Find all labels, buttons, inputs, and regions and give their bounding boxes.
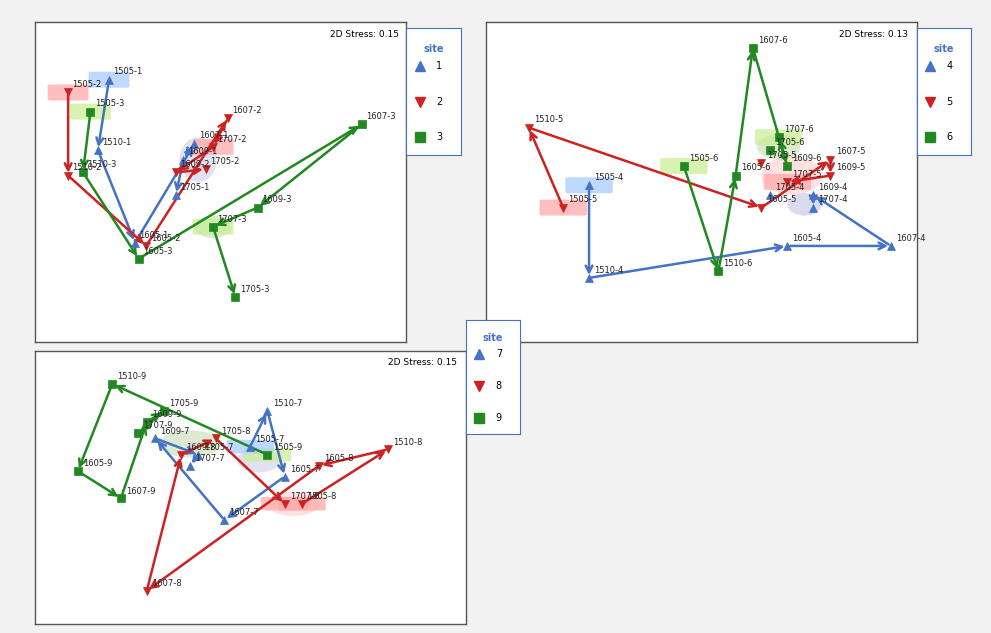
- Text: 1609-7: 1609-7: [161, 427, 190, 436]
- Text: 1510-6: 1510-6: [723, 260, 753, 268]
- Text: 1607-6: 1607-6: [758, 35, 788, 44]
- Text: 8: 8: [496, 381, 501, 391]
- Text: 1705-5: 1705-5: [767, 151, 796, 160]
- Text: 2D Stress: 0.15: 2D Stress: 0.15: [330, 30, 399, 39]
- Text: 1609-1: 1609-1: [188, 147, 217, 156]
- Text: 1505-4: 1505-4: [595, 173, 623, 182]
- Text: 1510-5: 1510-5: [534, 115, 563, 125]
- Text: 1707-4: 1707-4: [819, 196, 848, 204]
- Text: 1705-8: 1705-8: [221, 427, 251, 436]
- Text: 1609-8: 1609-8: [186, 443, 216, 452]
- FancyBboxPatch shape: [565, 177, 612, 193]
- Text: 9: 9: [496, 413, 501, 423]
- Text: 1: 1: [436, 61, 442, 72]
- Text: 1505-8: 1505-8: [307, 492, 337, 501]
- Text: 1605-8: 1605-8: [324, 454, 354, 463]
- Text: 1505-1: 1505-1: [114, 68, 143, 77]
- Ellipse shape: [237, 448, 280, 472]
- Text: 1707-6: 1707-6: [784, 125, 814, 134]
- Text: 1607-7: 1607-7: [230, 508, 260, 517]
- Text: 1707-8: 1707-8: [290, 492, 319, 501]
- FancyBboxPatch shape: [539, 199, 587, 216]
- FancyBboxPatch shape: [192, 139, 234, 155]
- Text: 1609-5: 1609-5: [835, 163, 865, 172]
- Text: 1607-1: 1607-1: [199, 132, 229, 141]
- FancyBboxPatch shape: [227, 440, 274, 453]
- Text: 2D Stress: 0.13: 2D Stress: 0.13: [839, 30, 908, 39]
- Text: 1607-5: 1607-5: [835, 147, 865, 156]
- Text: 5: 5: [946, 97, 953, 107]
- Text: 1707-3: 1707-3: [218, 215, 247, 223]
- FancyBboxPatch shape: [660, 158, 708, 174]
- FancyBboxPatch shape: [261, 497, 308, 511]
- Text: 1605-6: 1605-6: [741, 163, 770, 172]
- Text: 1505-5: 1505-5: [569, 196, 598, 204]
- Text: 1609-3: 1609-3: [262, 196, 291, 204]
- Text: 1607-9: 1607-9: [126, 487, 156, 496]
- Text: 1505-3: 1505-3: [95, 99, 124, 108]
- Text: 1605-2: 1605-2: [151, 234, 180, 242]
- Text: 1605-3: 1605-3: [144, 246, 172, 256]
- Text: 1605-1: 1605-1: [140, 230, 168, 239]
- Text: 1607-8: 1607-8: [152, 579, 181, 588]
- Text: 1510-4: 1510-4: [595, 266, 623, 275]
- Text: 7: 7: [496, 349, 502, 359]
- Text: 1510-2: 1510-2: [72, 163, 102, 172]
- Text: 1707-5: 1707-5: [793, 170, 822, 179]
- FancyBboxPatch shape: [755, 129, 803, 145]
- FancyBboxPatch shape: [70, 104, 111, 120]
- Ellipse shape: [788, 193, 822, 216]
- Text: 1707-9: 1707-9: [144, 421, 172, 430]
- Text: 1510-8: 1510-8: [393, 437, 423, 447]
- Text: 2D Stress: 0.15: 2D Stress: 0.15: [388, 358, 457, 367]
- Text: 1609-6: 1609-6: [793, 154, 822, 163]
- Text: 1705-6: 1705-6: [775, 138, 805, 147]
- Text: 1505-9: 1505-9: [273, 443, 302, 452]
- Text: 1605-5: 1605-5: [767, 196, 796, 204]
- Text: 1505-7: 1505-7: [256, 435, 284, 444]
- Text: 1707-7: 1707-7: [195, 454, 225, 463]
- Ellipse shape: [194, 216, 232, 238]
- Text: 1609-9: 1609-9: [152, 410, 181, 420]
- Text: 1705-9: 1705-9: [169, 399, 198, 408]
- Text: 1607-3: 1607-3: [367, 112, 395, 122]
- FancyBboxPatch shape: [278, 497, 326, 511]
- Text: 1609-4: 1609-4: [819, 182, 847, 192]
- Text: 1510-9: 1510-9: [118, 372, 147, 381]
- Text: 1705-2: 1705-2: [210, 157, 240, 166]
- Ellipse shape: [757, 134, 801, 160]
- Text: 1705-3: 1705-3: [240, 285, 270, 294]
- Ellipse shape: [268, 491, 319, 516]
- Text: 3: 3: [436, 132, 442, 142]
- Text: 1705-1: 1705-1: [180, 182, 210, 192]
- Text: site: site: [423, 44, 444, 54]
- Text: 4: 4: [946, 61, 952, 72]
- Text: 1607-4: 1607-4: [896, 234, 926, 242]
- Ellipse shape: [160, 430, 220, 458]
- Text: 1605-7: 1605-7: [290, 465, 319, 473]
- Ellipse shape: [179, 137, 217, 182]
- FancyBboxPatch shape: [88, 72, 130, 88]
- FancyBboxPatch shape: [244, 448, 291, 461]
- Text: 1605-4: 1605-4: [793, 234, 822, 242]
- Text: site: site: [934, 44, 954, 54]
- Text: 1705-7: 1705-7: [204, 443, 233, 452]
- Text: 1707-2: 1707-2: [218, 135, 247, 144]
- FancyBboxPatch shape: [192, 219, 234, 235]
- Text: 1609-2: 1609-2: [180, 160, 210, 169]
- Text: 1505-6: 1505-6: [689, 154, 718, 163]
- Text: 1607-2: 1607-2: [233, 106, 262, 115]
- Text: 1705-4: 1705-4: [775, 182, 805, 192]
- Text: 1510-3: 1510-3: [87, 160, 117, 169]
- Text: 1510-7: 1510-7: [273, 399, 302, 408]
- FancyBboxPatch shape: [48, 84, 88, 101]
- FancyBboxPatch shape: [764, 174, 811, 190]
- Text: 6: 6: [946, 132, 952, 142]
- Text: site: site: [483, 334, 503, 343]
- Text: 1505-2: 1505-2: [72, 80, 102, 89]
- Ellipse shape: [761, 156, 822, 195]
- Text: 1605-9: 1605-9: [83, 460, 112, 468]
- Text: 1510-1: 1510-1: [102, 138, 132, 147]
- Text: 2: 2: [436, 97, 443, 107]
